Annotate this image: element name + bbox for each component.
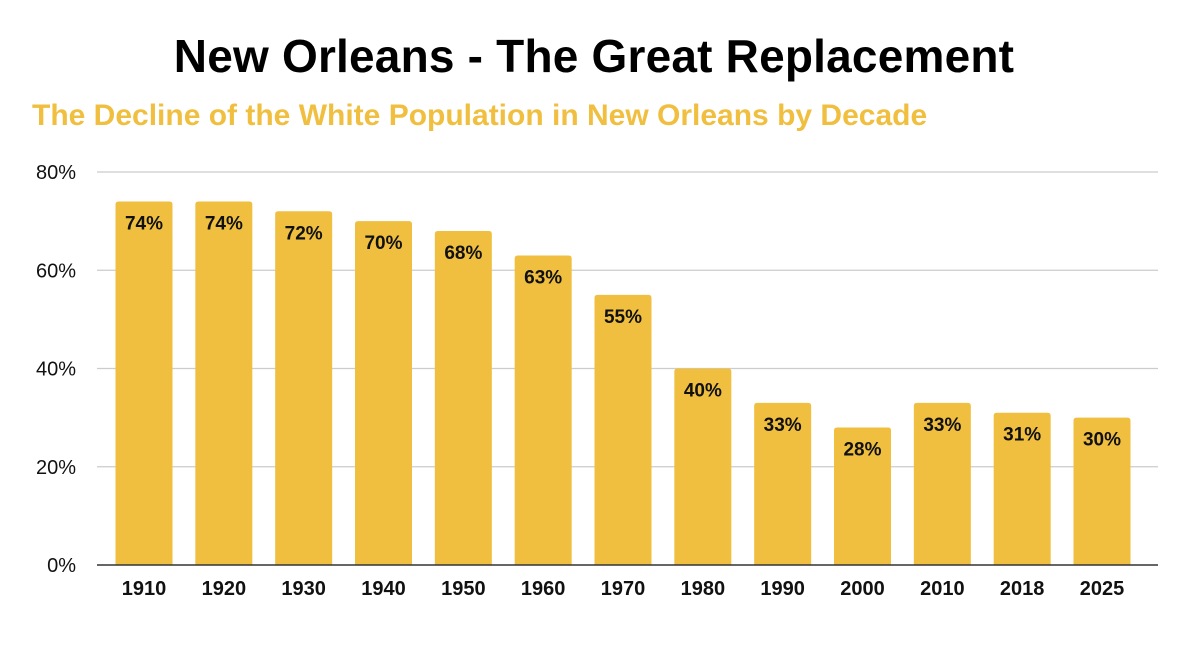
x-tick-label: 1960	[521, 578, 566, 600]
x-tick-label: 1910	[122, 578, 167, 600]
bar-2025	[1073, 417, 1131, 565]
x-tick-label: 1970	[601, 578, 646, 600]
x-tick-label: 2025	[1080, 578, 1125, 600]
x-tick-label: 2018	[1000, 578, 1045, 600]
bar-2000	[834, 427, 891, 565]
bar-value-label: 72%	[285, 223, 323, 244]
x-tick-label: 1990	[760, 578, 805, 600]
chart-subtitle: The Decline of the White Population in N…	[32, 99, 928, 132]
y-axis-ticks: 0% 20% 40% 60% 80%	[36, 162, 76, 577]
bar-2018	[993, 412, 1051, 565]
bar-value-label: 33%	[764, 415, 802, 436]
bar-2010	[913, 402, 971, 565]
x-tick-label: 1950	[441, 578, 486, 600]
bar-value-label: 40%	[684, 381, 722, 402]
bar-value-label: 74%	[125, 213, 163, 234]
chart-title: New Orleans - The Great Replacement	[173, 30, 1015, 82]
bar-1920	[195, 201, 253, 565]
y-tick-label: 80%	[36, 162, 76, 184]
bars	[115, 201, 1131, 566]
bar-1960	[514, 255, 572, 565]
bar-value-labels: 74% 74% 72% 70% 68% 63% 55% 40% 33% 28% 33% 31% 30%	[125, 213, 1121, 460]
x-tick-label: 1930	[281, 578, 326, 600]
y-tick-label: 0%	[47, 555, 76, 577]
bar-value-label: 74%	[205, 213, 243, 234]
bar-1980	[674, 368, 732, 565]
x-tick-label: 1980	[681, 578, 726, 600]
bar-value-label: 55%	[604, 307, 642, 328]
y-tick-label: 20%	[36, 457, 76, 479]
bar-value-label: 63%	[524, 268, 562, 289]
x-tick-label: 2000	[840, 578, 885, 600]
bar-1910	[115, 201, 173, 565]
y-tick-label: 40%	[36, 359, 76, 381]
x-axis-labels: 1910 1920 1930 1940 1950 1960 1970 1980 1990 2000…	[122, 578, 1125, 600]
bar-value-label: 70%	[364, 233, 402, 254]
bar-1930	[275, 211, 333, 566]
y-tick-label: 60%	[36, 260, 76, 282]
bar-value-label: 68%	[444, 243, 482, 264]
bar-value-label: 33%	[923, 415, 961, 436]
x-tick-label: 1940	[361, 578, 406, 600]
x-tick-label: 2010	[920, 578, 965, 600]
bar-1990	[754, 402, 812, 565]
bar-value-label: 30%	[1083, 430, 1121, 451]
bar-1970	[594, 294, 652, 565]
bar-1950	[434, 230, 492, 565]
x-tick-label: 1920	[202, 578, 247, 600]
bar-value-label: 31%	[1003, 425, 1041, 446]
bar-1940	[355, 221, 412, 565]
bar-value-label: 28%	[843, 439, 881, 460]
